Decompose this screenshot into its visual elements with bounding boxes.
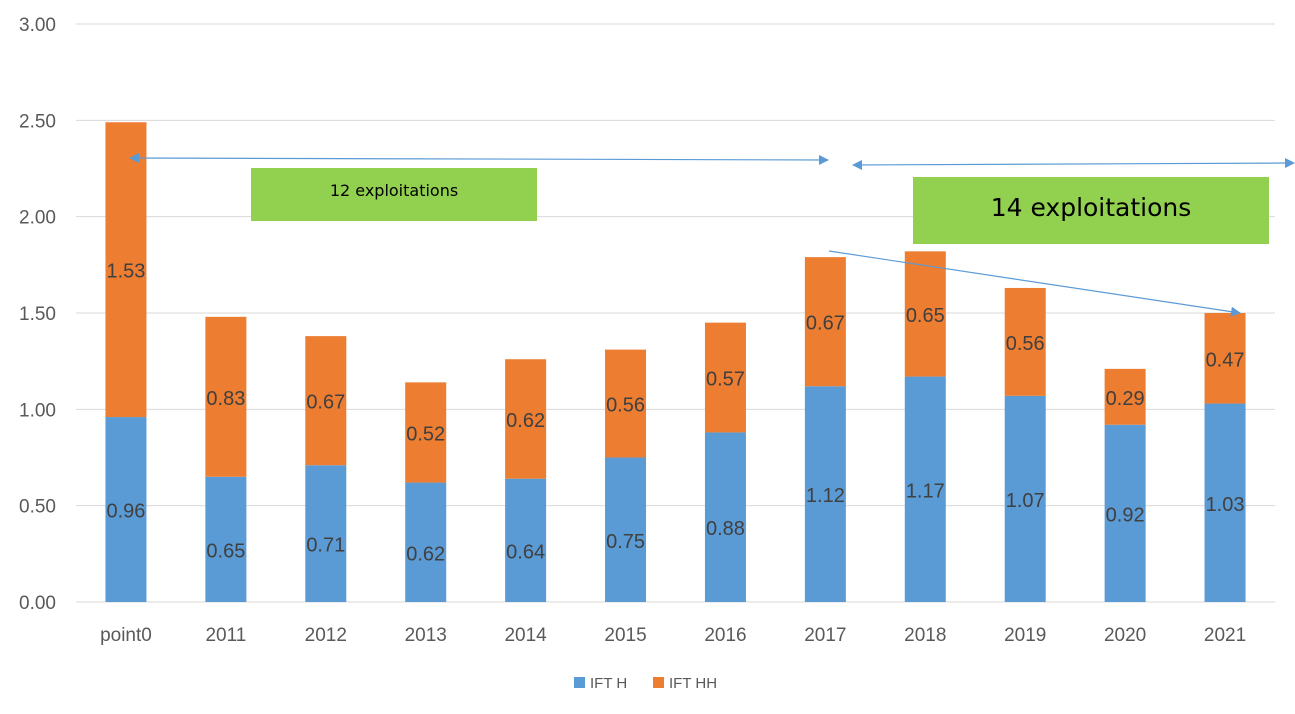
data-labels: 0.96 1.53 0.65 0.83 0.71 0.67 0.62 0.52 0.64 0.62… — [106, 261, 1244, 566]
bar-ift-h-2014 — [505, 478, 547, 602]
x-tick-label: point0 — [100, 625, 152, 646]
annotation-text-14: 14 exploitations — [991, 193, 1192, 222]
data-label: 0.52 — [406, 423, 445, 445]
legend: IFT H IFT HH — [574, 675, 717, 692]
legend-swatch-1 — [653, 677, 664, 688]
bar-ift-hh-2014 — [505, 359, 547, 479]
bar-ift-h-2015 — [605, 457, 647, 602]
x-tick-label: 2018 — [904, 625, 946, 646]
bar-ift-hh-2013 — [405, 382, 447, 483]
bar-ift-h-2013 — [405, 482, 447, 602]
bar-ift-h-2017 — [804, 386, 846, 602]
trend-arrow — [828, 250, 1241, 317]
data-label: 0.71 — [306, 535, 345, 557]
data-label: 0.56 — [1006, 333, 1045, 355]
data-label: 0.67 — [806, 313, 845, 335]
y-tick-label: 0.50 — [19, 497, 56, 518]
bar-ift-hh-2015 — [605, 349, 647, 458]
bar-ift-h-2016 — [704, 432, 746, 602]
bar-ift-h-2012 — [305, 465, 347, 602]
data-label: 0.65 — [206, 540, 245, 562]
bars — [105, 122, 1246, 602]
data-label: 0.29 — [1106, 388, 1145, 410]
gridlines — [76, 23, 1275, 603]
y-axis: 0.00 0.50 1.00 1.50 2.00 2.50 3.00 — [19, 15, 56, 614]
data-label: 1.17 — [906, 480, 945, 502]
legend-label: IFT H — [590, 675, 627, 692]
x-tick-label: 2013 — [405, 625, 447, 646]
bar-ift-hh-point0 — [105, 122, 147, 418]
data-label: 1.12 — [806, 485, 845, 507]
data-label: 0.65 — [906, 305, 945, 327]
bar-ift-h-2011 — [205, 476, 247, 602]
bar-ift-hh-2021 — [1204, 313, 1246, 404]
bar-ift-hh-2011 — [205, 316, 247, 477]
y-tick-label: 2.50 — [19, 111, 56, 132]
legend-swatch-0 — [574, 677, 585, 688]
bar-ift-h-2018 — [904, 376, 946, 602]
bar-ift-hh-2017 — [804, 257, 846, 387]
bar-ift-hh-2020 — [1104, 368, 1146, 425]
y-tick-label: 1.00 — [19, 400, 56, 421]
bar-ift-h-point0 — [105, 417, 147, 602]
x-tick-label: 2016 — [704, 625, 746, 646]
y-tick-label: 1.50 — [19, 304, 56, 325]
data-label: 0.62 — [406, 543, 445, 565]
data-label: 0.56 — [606, 395, 645, 417]
data-label: 1.53 — [106, 261, 145, 283]
bar-ift-h-2019 — [1004, 395, 1046, 602]
annotation-box-12 — [251, 168, 537, 221]
x-axis: point0 2011 2012 2013 2014 2015 2016 2017 2018 20… — [100, 625, 1246, 646]
bar-ift-hh-2016 — [704, 322, 746, 433]
x-tick-label: 2014 — [504, 625, 547, 646]
data-label: 0.47 — [1206, 349, 1245, 371]
legend-label: IFT HH — [669, 675, 717, 692]
y-tick-label: 0.00 — [19, 593, 56, 614]
annotations: 12 exploitations 14 exploitations — [129, 153, 1295, 317]
x-tick-label: 2011 — [205, 625, 246, 646]
data-label: 1.03 — [1206, 494, 1245, 516]
bar-ift-hh-2018 — [904, 251, 946, 377]
data-label: 0.57 — [706, 369, 745, 391]
bar-ift-hh-2019 — [1004, 287, 1046, 396]
bar-ift-h-2020 — [1104, 424, 1146, 602]
x-tick-label: 2015 — [604, 625, 646, 646]
data-label: 0.88 — [706, 518, 745, 540]
x-tick-label: 2017 — [804, 625, 846, 646]
span-arrow-14 — [852, 158, 1295, 170]
data-label: 0.75 — [606, 531, 645, 553]
annotation-text-12: 12 exploitations — [330, 181, 458, 200]
data-label: 0.64 — [506, 541, 545, 563]
x-tick-label: 2019 — [1004, 625, 1046, 646]
data-label: 0.83 — [206, 388, 245, 410]
data-label: 1.07 — [1006, 490, 1045, 512]
y-tick-label: 2.00 — [19, 208, 56, 229]
annotation-box-14 — [913, 177, 1269, 244]
data-label: 0.67 — [306, 392, 345, 414]
y-tick-label: 3.00 — [19, 15, 56, 36]
x-tick-label: 2020 — [1104, 625, 1146, 646]
data-label: 0.92 — [1106, 504, 1145, 526]
bar-ift-hh-2012 — [305, 336, 347, 466]
bar-ift-h-2021 — [1204, 403, 1246, 602]
data-label: 0.62 — [506, 410, 545, 432]
x-tick-label: 2021 — [1204, 625, 1246, 646]
span-arrow-12 — [129, 153, 829, 165]
x-tick-label: 2012 — [305, 625, 347, 646]
data-label: 0.96 — [106, 501, 145, 523]
